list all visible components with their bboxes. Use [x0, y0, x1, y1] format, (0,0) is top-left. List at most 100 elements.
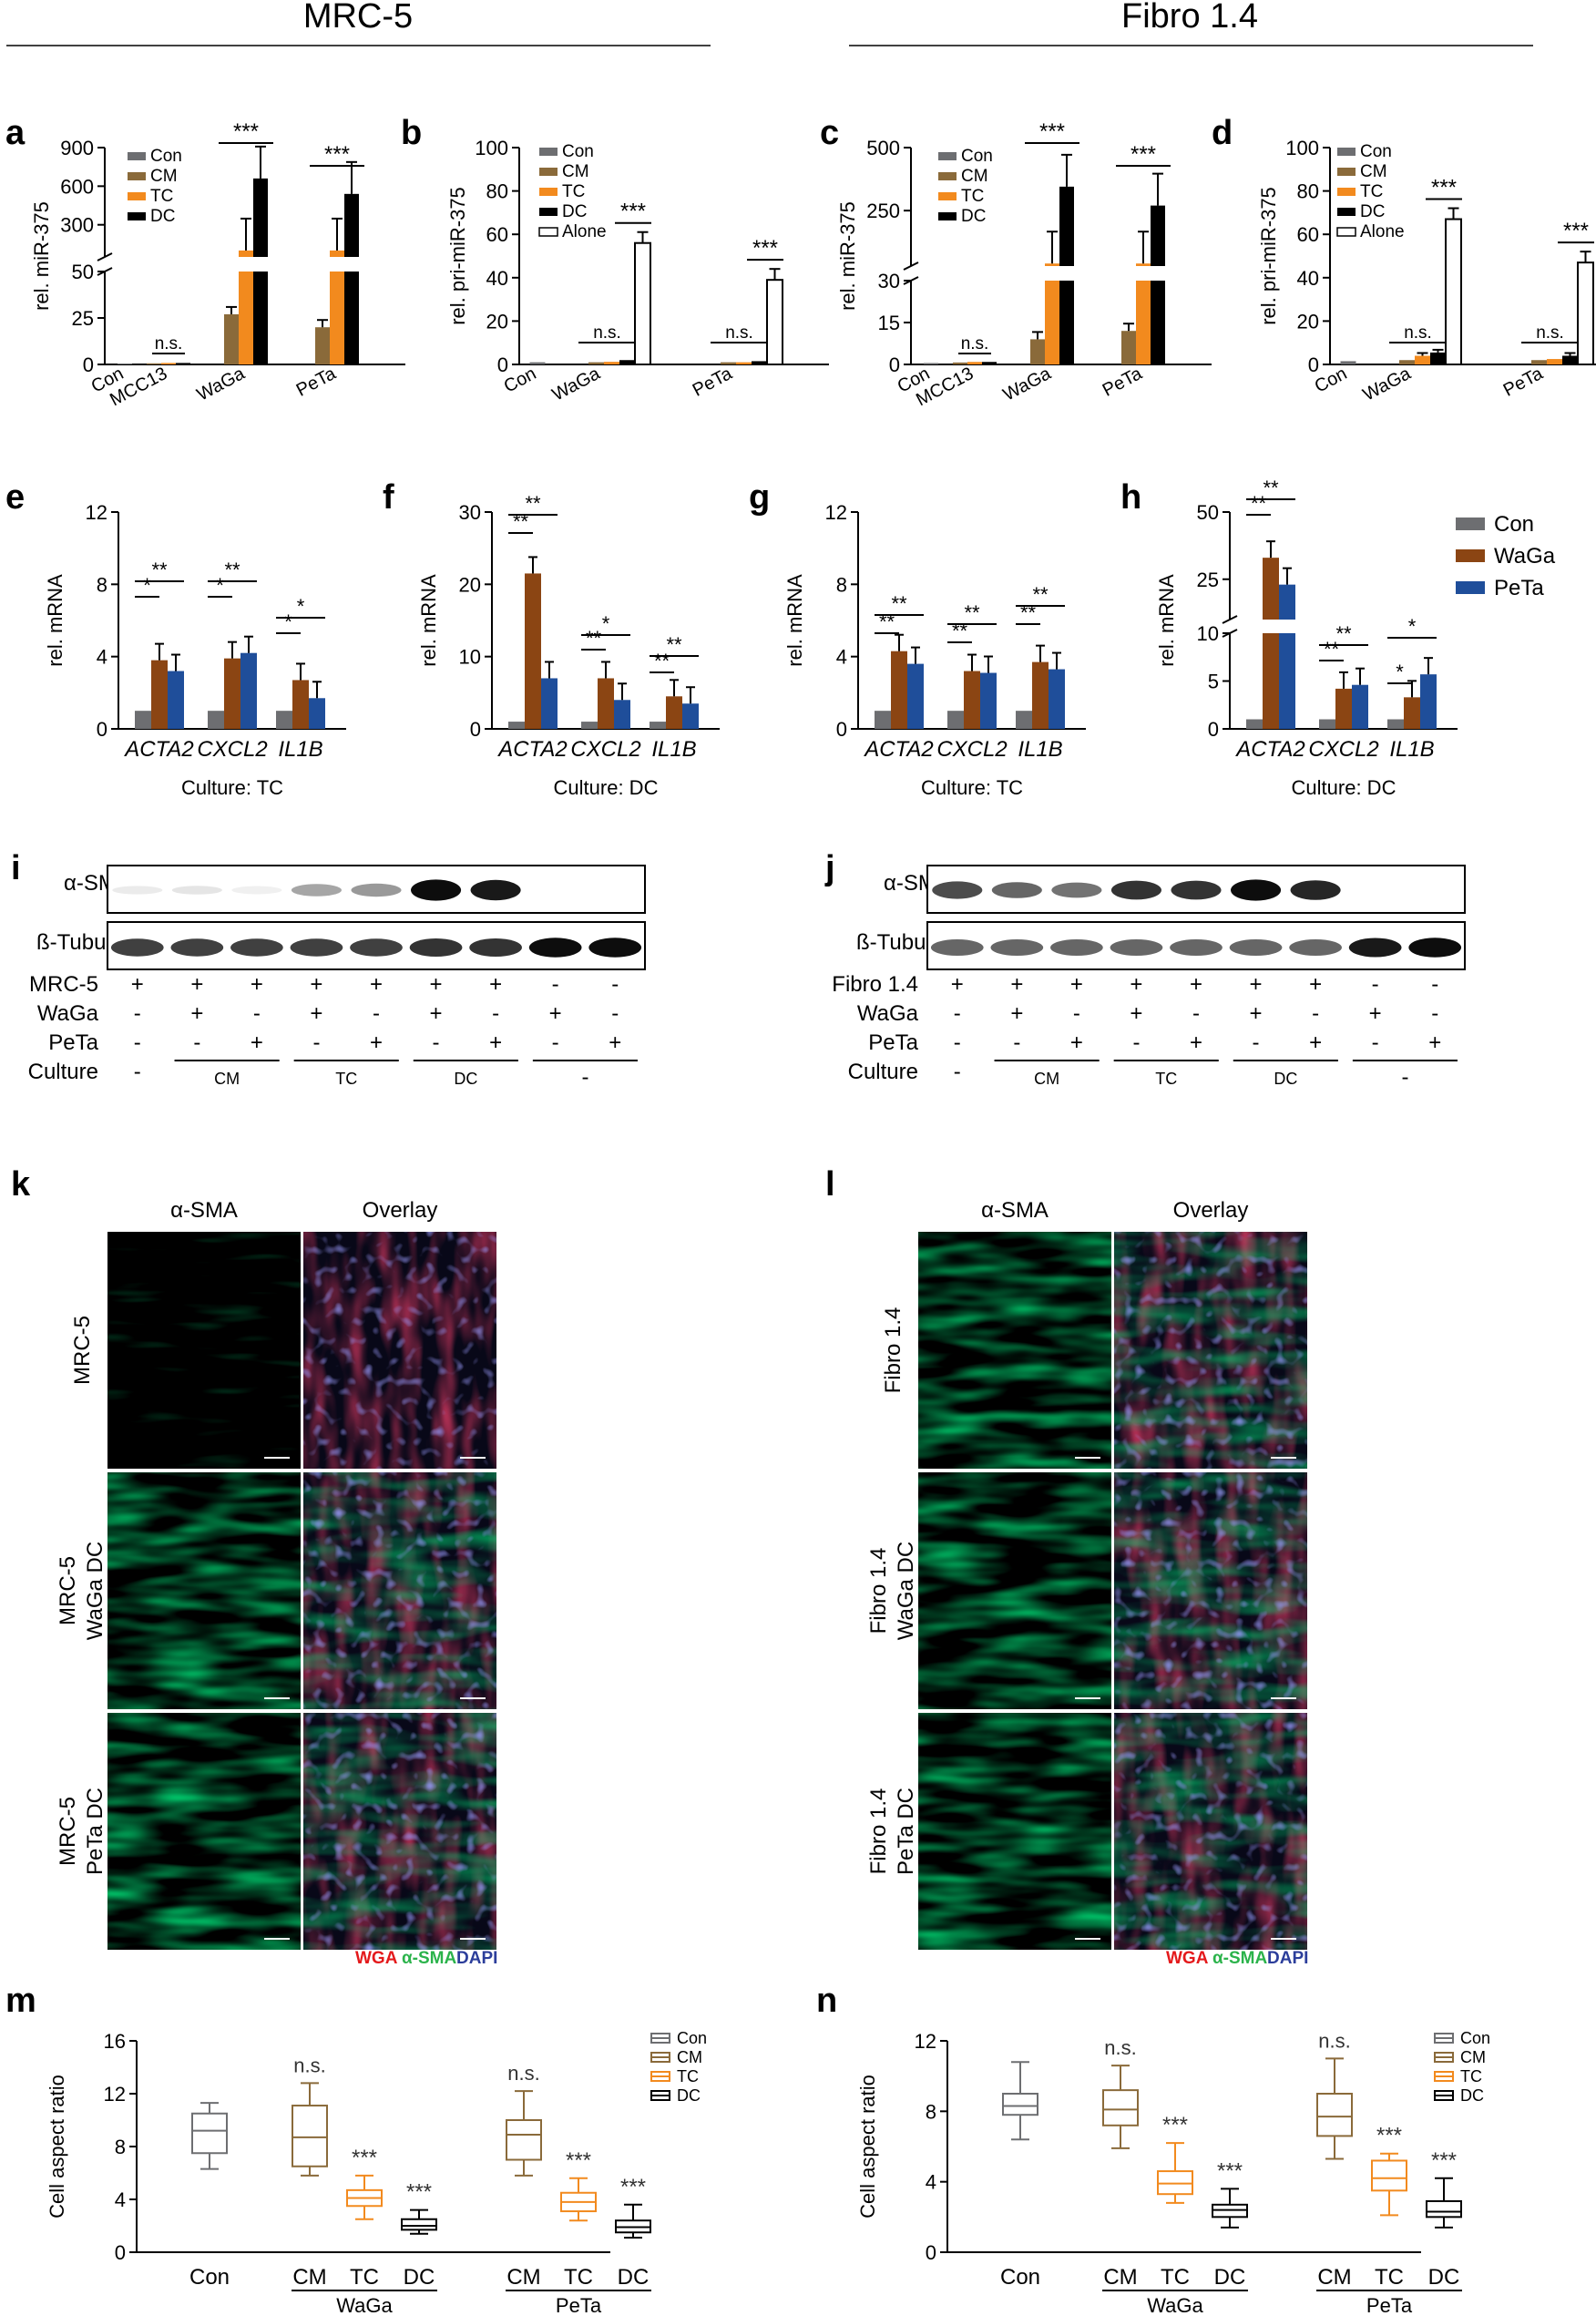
- legend-label: DC: [1460, 2086, 1484, 2105]
- blot-band: [470, 879, 521, 901]
- axis-break-mark: [97, 252, 113, 261]
- bar-peta: [1279, 584, 1295, 620]
- f-ylabel: rel. mRNA: [417, 574, 440, 667]
- f-sig-label: **: [586, 627, 602, 650]
- blot-sign: +: [489, 972, 502, 997]
- e-ylabel: rel. mRNA: [44, 574, 66, 667]
- sig-label: ***: [1217, 2158, 1243, 2183]
- g-ytick-label: 8: [836, 573, 847, 596]
- x-tick-label: TC: [564, 2265, 593, 2290]
- x-tick-label: Con: [189, 2265, 230, 2290]
- bar-waga: [525, 573, 541, 729]
- x-tick-label: WaGa: [549, 364, 604, 405]
- micro-image-overlay: [1114, 1232, 1307, 1469]
- culture-label: Culture: TC: [921, 776, 1023, 799]
- blot-sign: +: [1250, 1001, 1263, 1026]
- h-ytick-label: 0: [1208, 718, 1219, 741]
- panel-label-h: h: [1120, 478, 1141, 517]
- chart-b: 0 20 40 60 80 100 rel. pri-miR-375 Con WaGa PeTa *…: [446, 137, 829, 405]
- x-tick-label: PeTa: [1100, 364, 1146, 401]
- x-tick-label: CM: [292, 2265, 326, 2290]
- blot-sign: +: [1309, 1030, 1322, 1055]
- gene-label: CXCL2: [197, 737, 267, 762]
- blot-sign: +: [131, 972, 144, 997]
- bar-waga: [1263, 558, 1279, 620]
- b-ylabel: rel. pri-miR-375: [446, 187, 469, 325]
- blot-sign: +: [1369, 1001, 1382, 1026]
- blot-sign: -: [253, 1001, 261, 1026]
- blot-group-label: TC: [335, 1070, 357, 1088]
- bar-con: [135, 711, 151, 729]
- bar-cm: [588, 362, 604, 364]
- legend-swatch-tc: [128, 192, 146, 200]
- x-tick-label: DC: [618, 2265, 650, 2290]
- micro-image-asma: [918, 1713, 1111, 1950]
- micro-image-asma: [107, 1472, 301, 1709]
- box: [1316, 2093, 1353, 2137]
- blot-band: [1170, 939, 1223, 956]
- h-ytick-label: 25: [1197, 569, 1219, 591]
- panel-label-c: c: [820, 114, 839, 152]
- bar-tc: [330, 250, 344, 257]
- blot-sign: +: [1428, 1030, 1441, 1055]
- blot-band: [1408, 938, 1462, 958]
- legend-label: TC: [150, 187, 173, 206]
- e-sig-label: **: [151, 559, 168, 581]
- g-sig-label: **: [1032, 583, 1049, 606]
- h-sig-label: *: [1396, 661, 1404, 683]
- blot-group-label: -: [581, 1065, 588, 1090]
- x-tick-label: CM: [1103, 2265, 1137, 2290]
- bar-tc: [1415, 355, 1430, 364]
- panel-label-n: n: [816, 1982, 837, 2020]
- bar-tc: [1136, 281, 1151, 364]
- bar-cm: [1531, 360, 1547, 364]
- f-sig-label: *: [602, 612, 610, 635]
- micro-row-label: PeTa DC: [83, 1788, 107, 1875]
- legend-label: DC: [961, 207, 986, 226]
- bar-dc: [253, 272, 268, 364]
- g-sig-label: **: [952, 620, 968, 642]
- e-sig-label: *: [297, 595, 305, 618]
- legend-label: DC: [677, 2086, 701, 2105]
- a-ylabel: rel. miR-375: [30, 201, 53, 311]
- blot-band: [1050, 939, 1103, 956]
- blot-sign: -: [552, 972, 559, 997]
- blot-sign: -: [433, 1030, 440, 1055]
- bar-dc: [344, 272, 359, 364]
- legend-swatch-con: [539, 148, 558, 156]
- m-ylabel: Cell aspect ratio: [46, 2075, 68, 2219]
- bar-alone: [766, 279, 783, 365]
- bar-dc: [1562, 355, 1578, 364]
- x-tick-label: WaGa: [1000, 364, 1055, 405]
- blot-group-label: -: [1401, 1065, 1408, 1090]
- blot-sign: -: [954, 1060, 961, 1084]
- bar-waga: [1263, 633, 1279, 729]
- e-sig-label: **: [224, 559, 240, 581]
- legend-label: Alone: [1360, 222, 1405, 241]
- blot-sign: -: [611, 1001, 619, 1026]
- m-ytick-label: 16: [104, 2030, 126, 2053]
- bar-peta: [682, 703, 699, 729]
- blot-condition-label: Fibro 1.4: [832, 972, 918, 997]
- bar-tc: [161, 363, 176, 364]
- bar-peta: [980, 672, 997, 729]
- blot-sign: +: [1250, 972, 1263, 997]
- blot-condition-label: Culture: [848, 1060, 918, 1084]
- blot-band: [1289, 939, 1342, 956]
- x-tick-label: WaGa: [194, 364, 249, 405]
- a-sig-label: ***: [233, 119, 259, 144]
- blot-sign: +: [549, 1001, 562, 1026]
- x-tick-label: CM: [1317, 2265, 1351, 2290]
- culture-label: Culture: DC: [554, 776, 659, 799]
- legend-label: TC: [562, 182, 585, 201]
- blot-sign: +: [370, 1030, 383, 1055]
- legend-label: Alone: [562, 222, 607, 241]
- h-ytick-label: 50: [1197, 501, 1219, 524]
- x-tick-label: TC: [350, 2265, 379, 2290]
- panel-label-i: i: [11, 849, 21, 887]
- micro-row-label: MRC-5: [56, 1556, 80, 1625]
- blot-sign: +: [190, 972, 203, 997]
